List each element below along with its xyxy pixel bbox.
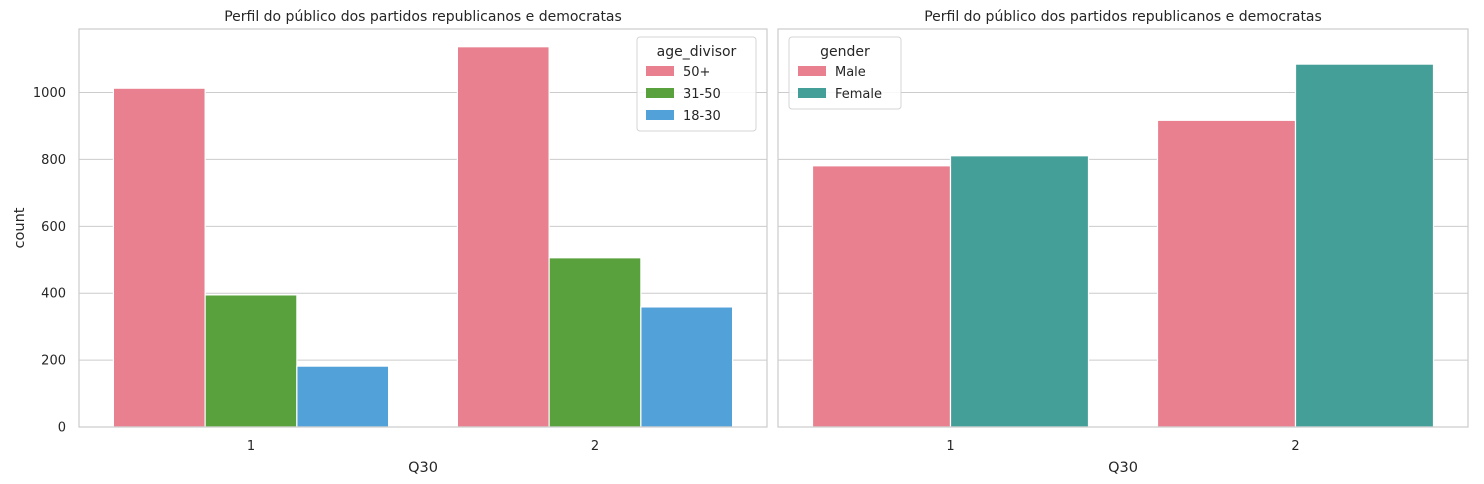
legend-swatch: [646, 110, 674, 120]
bar-31-50-2: [548, 257, 642, 428]
legend-box: [636, 36, 757, 132]
legend-entry-label: 31-50: [683, 87, 721, 102]
legend-title: gender: [820, 44, 870, 60]
axes-frame: [777, 28, 1469, 428]
bar-male-1: [811, 165, 952, 428]
bar-female-1: [949, 155, 1090, 428]
legend-swatch: [798, 66, 826, 76]
legend-entry-label: 18-30: [683, 109, 721, 124]
bar-31-50-1: [204, 294, 298, 428]
y-tick-label: 400: [41, 287, 66, 302]
x-tick-label: 2: [1291, 439, 1299, 454]
legend-swatch: [646, 66, 674, 76]
y-tick-label: 1000: [33, 86, 66, 101]
bar-male-2: [1156, 119, 1297, 428]
legend-swatch: [798, 88, 826, 98]
chart-panel-1: 0 200 400 600 800 1000 1 2 Perfil do público dos…: [12, 9, 768, 476]
x-axis-label: Q30: [408, 460, 438, 476]
y-axis-label: count: [12, 207, 28, 248]
y-tick-label: 200: [41, 354, 66, 369]
axes-frame: [78, 28, 768, 428]
bar-50--1: [112, 87, 206, 428]
legend-entry-label: Female: [835, 87, 882, 102]
x-tick-label: 1: [946, 439, 954, 454]
chart-title: Perfil do público dos partidos republica…: [924, 9, 1322, 25]
bar-female-2: [1294, 63, 1435, 428]
bar-18-30-1: [296, 365, 390, 428]
legend-title: age_divisor: [657, 44, 737, 60]
bar-18-30-2: [640, 306, 734, 428]
y-tick-label: 600: [41, 220, 66, 235]
x-axis-label: Q30: [1108, 460, 1138, 476]
x-tick-label: 1: [247, 439, 255, 454]
chart-title: Perfil do público dos partidos republica…: [224, 9, 622, 25]
bar-50--2: [456, 46, 550, 428]
y-tick-label: 800: [41, 153, 66, 168]
legend-entry-label: 50+: [683, 65, 710, 80]
chart-panel-2: 1 2 Perfil do público dos partidos republi…: [777, 9, 1469, 476]
y-tick-label: 0: [58, 421, 66, 436]
legend: age_divisor 50+ 31-50 18-30: [636, 36, 757, 132]
legend: gender Male Female: [788, 36, 902, 110]
x-tick-label: 2: [591, 439, 599, 454]
legend-entry-label: Male: [835, 65, 866, 80]
legend-swatch: [646, 88, 674, 98]
